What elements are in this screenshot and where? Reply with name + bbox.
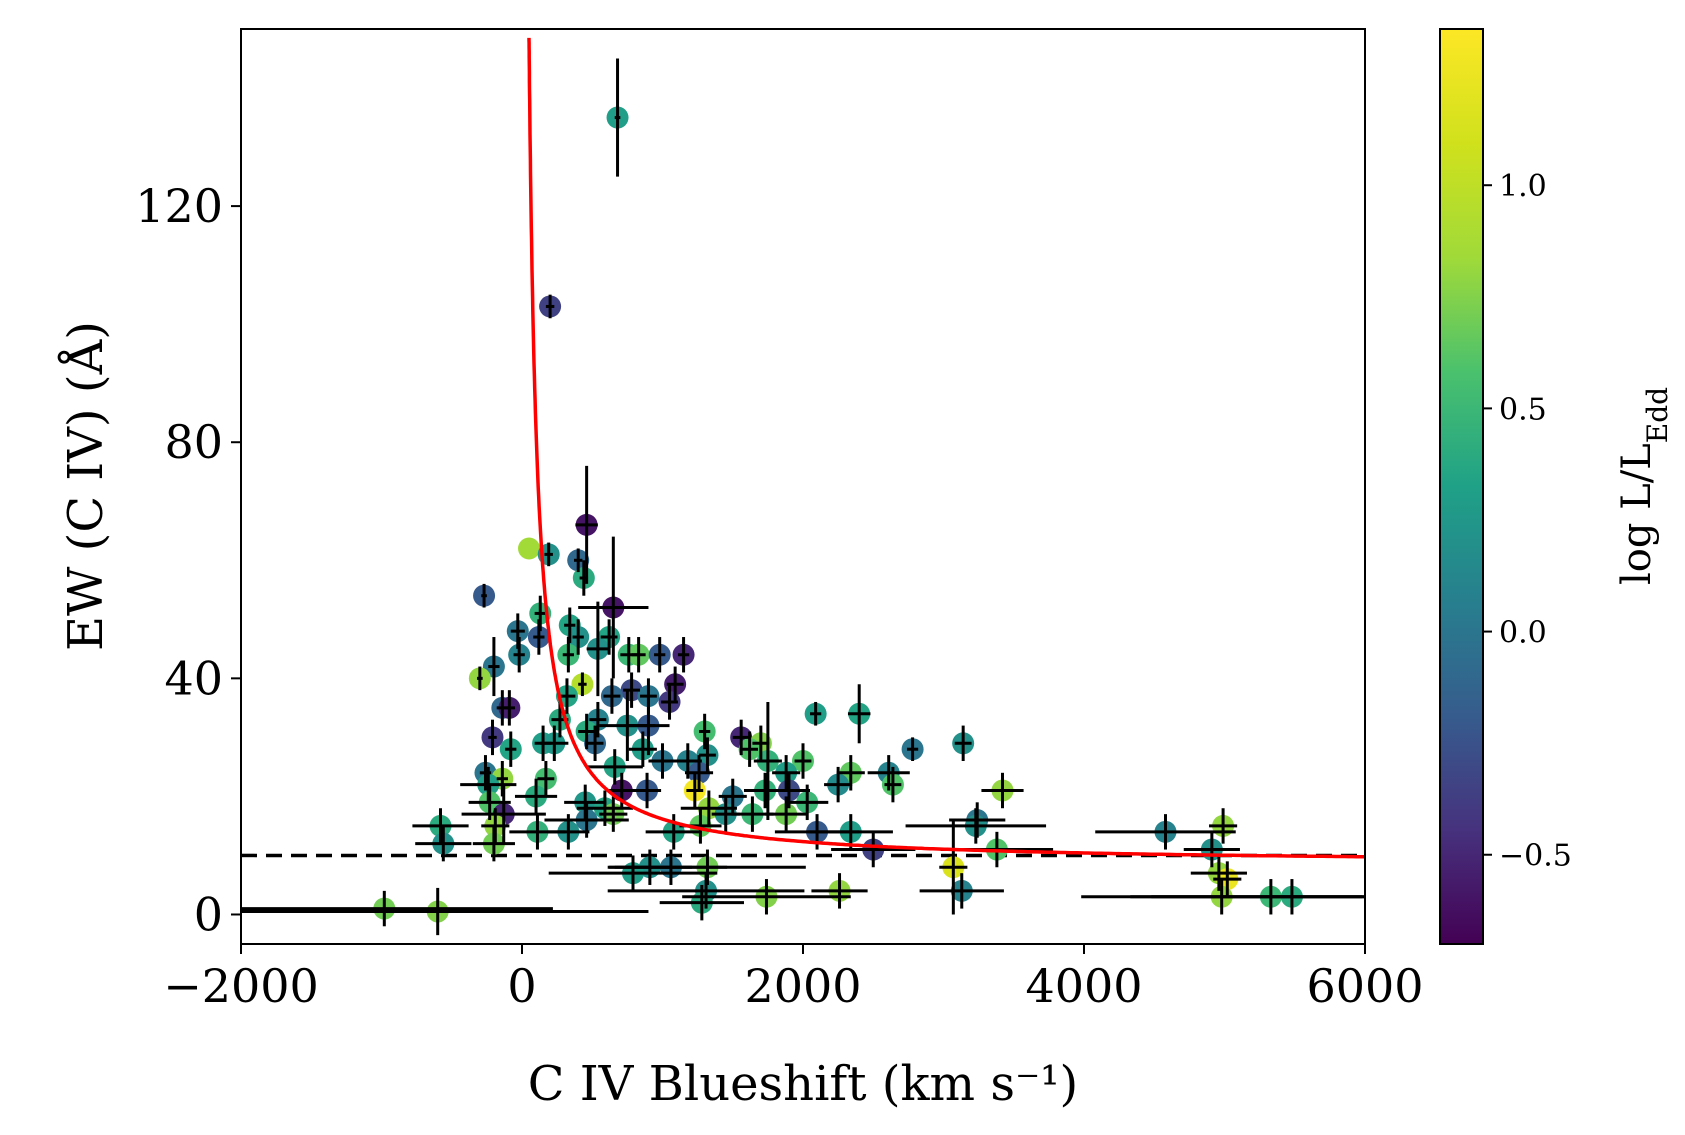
data-point xyxy=(518,537,541,560)
x-tick-label: 0 xyxy=(507,959,536,1013)
error-bars xyxy=(241,58,1365,936)
colorbar-tick-label: −0.5 xyxy=(1499,839,1572,874)
x-axis-ticks: −2000 0 2000 4000 6000 xyxy=(163,944,1424,1013)
x-tick-label: 4000 xyxy=(1025,959,1142,1013)
y-axis-label: EW (C IV) (Å) xyxy=(57,321,114,651)
colorbar-tick-label: 0.5 xyxy=(1499,392,1547,427)
x-tick-label: −2000 xyxy=(163,959,319,1013)
y-axis-ticks: 0 40 80 120 xyxy=(135,179,241,941)
colorbar-tick-label: 0.0 xyxy=(1499,616,1547,651)
colorbar-tick-label: 1.0 xyxy=(1499,169,1547,204)
y-tick-label: 0 xyxy=(194,887,223,941)
x-tick-label: 2000 xyxy=(744,959,861,1013)
fit-curve xyxy=(527,37,1365,859)
colorbar xyxy=(1439,28,1484,945)
colorbar-label-main: log L/L xyxy=(1614,443,1660,585)
colorbar-label: log L/LEdd xyxy=(1614,387,1674,585)
y-tick-label: 80 xyxy=(164,415,223,469)
x-tick-label: 6000 xyxy=(1306,959,1423,1013)
x-axis-label: C IV Blueshift (km s⁻¹) xyxy=(528,1056,1079,1112)
colorbar-ticks: −0.5 0.0 0.5 1.0 xyxy=(1483,169,1572,874)
y-tick-label: 120 xyxy=(135,179,223,233)
y-tick-label: 40 xyxy=(164,651,223,705)
colorbar-label-sub: Edd xyxy=(1641,387,1674,443)
plot-content xyxy=(241,37,1365,936)
